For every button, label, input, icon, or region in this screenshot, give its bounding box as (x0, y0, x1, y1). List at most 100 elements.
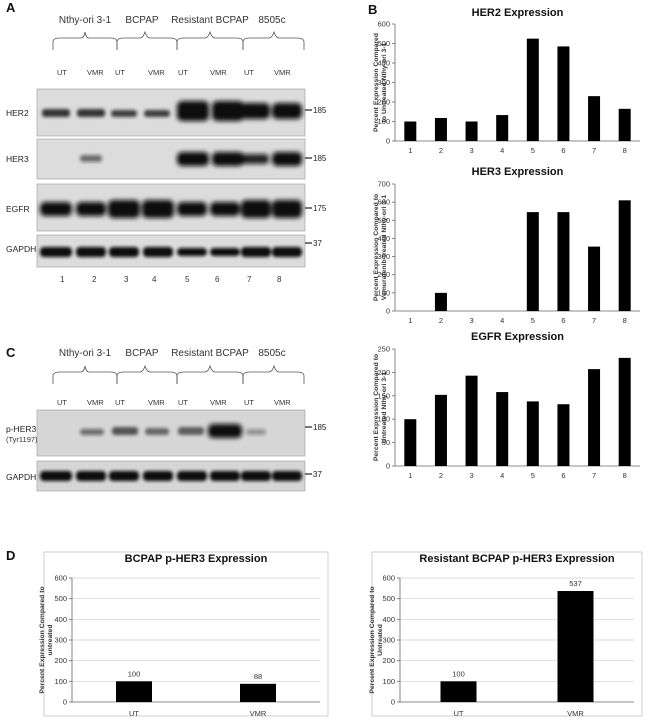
bar (618, 200, 631, 311)
data-label: 100 (128, 669, 141, 678)
lane-label: UT (244, 398, 254, 407)
group-label: Nthy-ori 3-1 (59, 15, 112, 26)
y-tick-label: 0 (63, 698, 67, 707)
western-blot-c: Nthy-ori 3-1 BCPAP Resistant BCPAP 8505c… (6, 348, 327, 492)
y-tick-label: 150 (377, 391, 390, 400)
y-tick-label: 300 (54, 636, 67, 645)
chart-her3-expression: HER3 Expression 0 100 200 300 400 500 600 700 1 2 3… (373, 166, 640, 325)
lane-label: UT (244, 68, 254, 77)
group-label: 8505c (258, 348, 285, 359)
lane-label: VMR (87, 68, 104, 77)
x-tick-label: 1 (408, 471, 412, 480)
x-tick-label: VMR (567, 709, 584, 718)
x-tick-label: 6 (561, 316, 565, 325)
x-tick-label: UT (454, 709, 464, 718)
x-tick-label: 3 (469, 471, 473, 480)
lane-number: 5 (185, 275, 190, 284)
group-bracket (52, 31, 118, 50)
y-tick-label: 100 (377, 415, 390, 424)
bar (588, 369, 601, 466)
lane-label: VMR (148, 398, 165, 407)
lane-label: UT (178, 398, 188, 407)
y-tick-label: 400 (54, 615, 67, 624)
lane-number: 1 (60, 275, 65, 284)
lane-number: 2 (92, 275, 97, 284)
bar (434, 292, 447, 311)
x-tick-label: 5 (531, 146, 535, 155)
y-axis-label: Percent Expression Compared (373, 33, 380, 132)
y-tick-label: 200 (377, 270, 390, 279)
x-tick-label: 4 (500, 316, 504, 325)
lane-label: VMR (274, 68, 291, 77)
x-tick-label: 2 (439, 316, 443, 325)
lane-number: 4 (152, 275, 157, 284)
x-tick-label: 8 (623, 146, 627, 155)
mw-marker: 185 (313, 106, 327, 115)
x-tick-label: 5 (531, 316, 535, 325)
bar (434, 117, 447, 141)
chart-title: HER2 Expression (472, 7, 564, 19)
bar (434, 394, 447, 466)
y-tick-label: 300 (377, 252, 390, 261)
bar (557, 404, 570, 466)
blot-row-label-gapdh: GAPDH (6, 244, 36, 254)
lane-label: VMR (87, 398, 104, 407)
y-tick-label: 200 (54, 656, 67, 665)
chart-title: HER3 Expression (472, 166, 564, 178)
y-tick-label: 600 (377, 20, 390, 29)
blot-row-label-p-her3: p-HER3 (6, 424, 37, 434)
x-tick-label: VMR (250, 709, 267, 718)
x-tick-label: 2 (439, 471, 443, 480)
bar (240, 683, 276, 702)
y-tick-label: 600 (382, 574, 395, 583)
bar (465, 375, 478, 466)
chart-title: BCPAP p-HER3 Expression (125, 553, 268, 565)
group-bracket (116, 30, 178, 50)
data-label: 88 (254, 672, 262, 681)
x-tick-label: 2 (439, 146, 443, 155)
blot-row-label-her2: HER2 (6, 108, 29, 118)
mw-marker: 185 (313, 154, 327, 163)
group-label: BCPAP (125, 348, 158, 359)
bar (440, 681, 477, 702)
y-axis-label: Untreated Nthy-ori 3-1 (381, 372, 388, 444)
y-axis-label: Percent Expression Compared to (373, 194, 380, 301)
y-tick-label: 100 (54, 677, 67, 686)
group-label: Resistant BCPAP (171, 348, 249, 359)
chart-title: Resistant BCPAP p-HER3 Expression (419, 553, 614, 565)
y-tick-label: 250 (377, 345, 390, 354)
lane-label: VMR (274, 398, 291, 407)
blot-row-label-gapdh-c: GAPDH (6, 472, 36, 482)
group-label: Resistant BCPAP (171, 15, 249, 26)
bar (618, 357, 631, 466)
western-blot-a: Nthy-ori 3-1 BCPAP Resistant BCPAP 8505c… (6, 15, 327, 284)
x-tick-label: 5 (531, 471, 535, 480)
lane-number: 8 (277, 275, 282, 284)
x-tick-label: 7 (592, 146, 596, 155)
x-tick-label: 8 (623, 316, 627, 325)
mw-marker: 37 (313, 470, 322, 479)
x-tick-label: 3 (469, 316, 473, 325)
y-axis-label: Percent Expression Compared to (369, 586, 376, 693)
group-bracket (52, 365, 118, 384)
bar (557, 46, 570, 141)
mw-marker: 185 (313, 423, 327, 432)
y-tick-label: 0 (386, 137, 390, 146)
bar (588, 96, 601, 141)
lane-label: VMR (210, 398, 227, 407)
panel-letter-c: C (6, 345, 16, 360)
y-axis-label: Percent Expression Compared to (373, 354, 380, 461)
group-bracket (176, 30, 244, 50)
bar (526, 401, 539, 466)
data-label: 537 (569, 579, 582, 588)
x-tick-label: 8 (623, 471, 627, 480)
y-tick-label: 0 (386, 462, 390, 471)
x-tick-label: 1 (408, 316, 412, 325)
x-tick-label: 6 (561, 146, 565, 155)
panel-letter-d: D (6, 548, 15, 563)
blot-row-sublabel: (Tyr1197) (6, 435, 38, 444)
bar (618, 108, 631, 141)
bar (404, 121, 417, 141)
y-tick-label: 400 (382, 615, 395, 624)
